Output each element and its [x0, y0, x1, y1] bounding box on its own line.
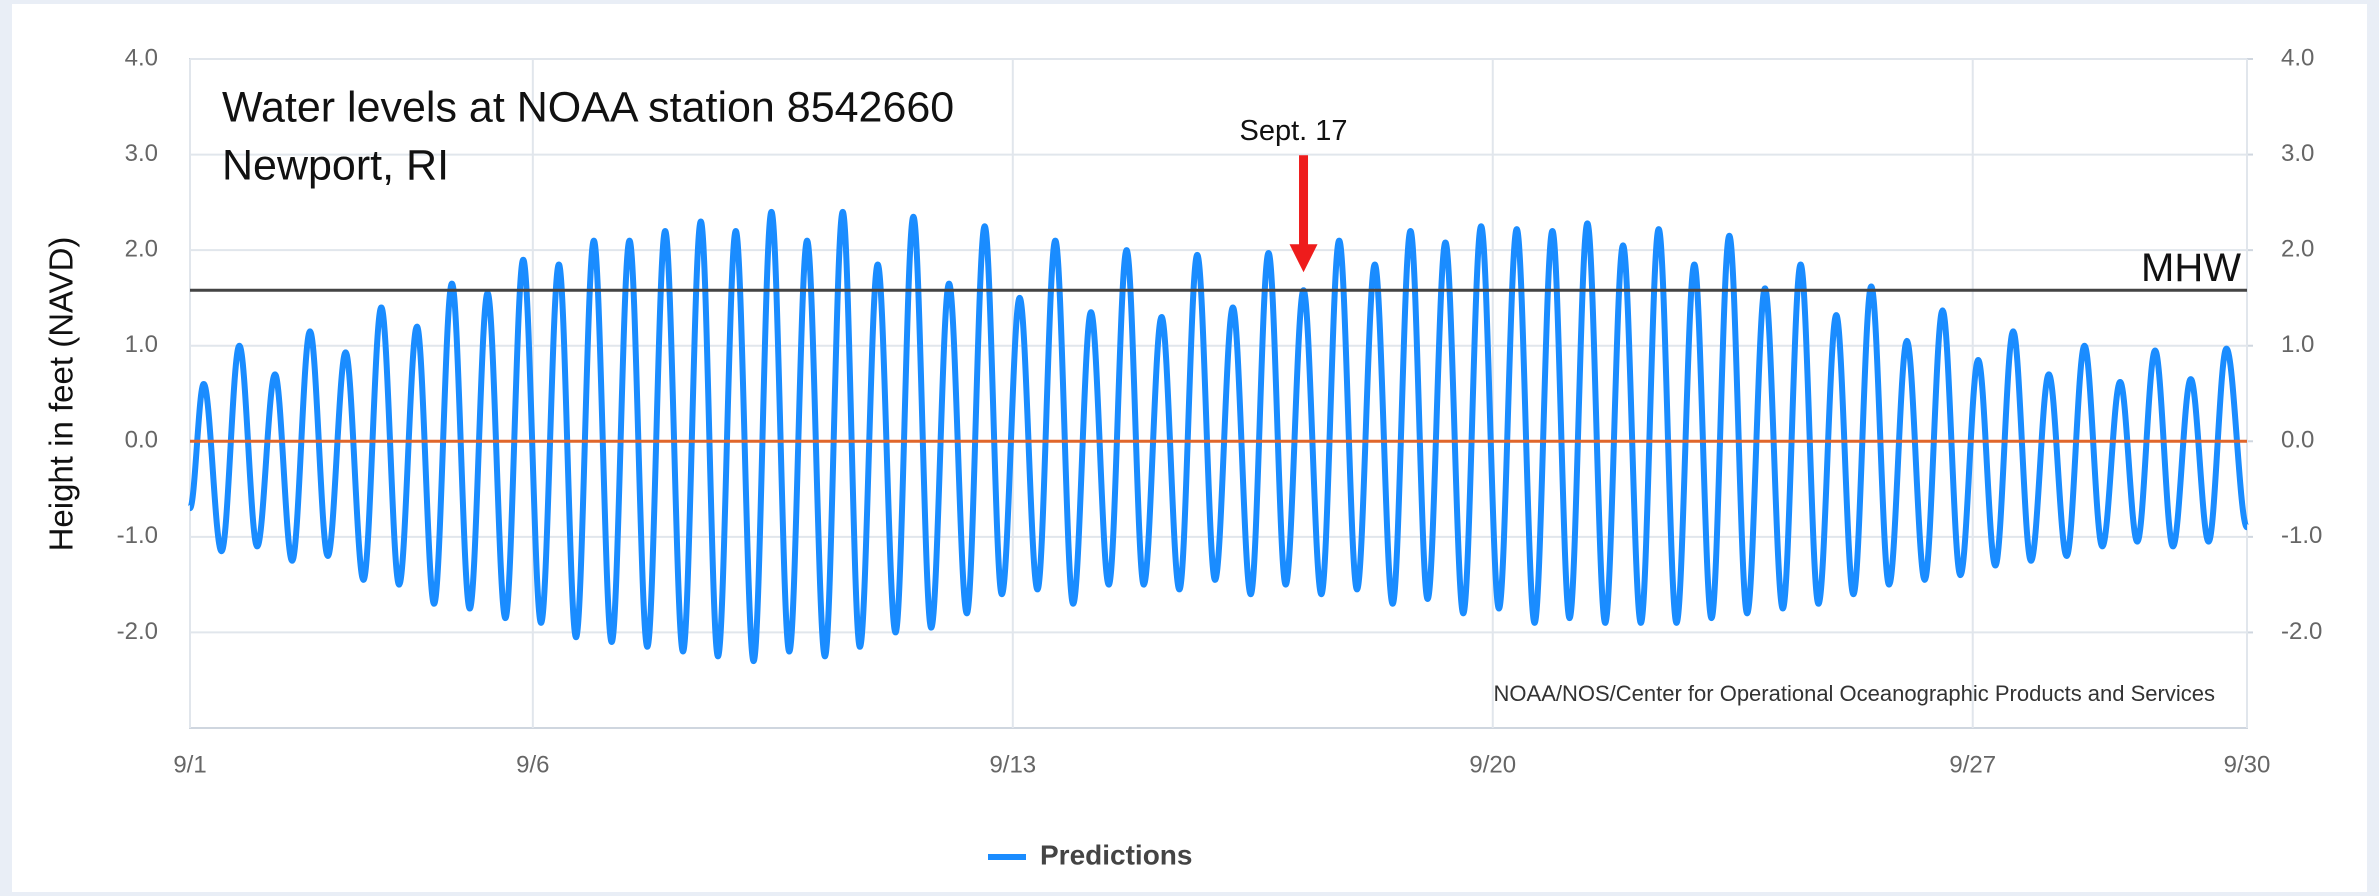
- legend-label: Predictions: [1040, 839, 1192, 870]
- x-tick-label: 9/30: [2224, 751, 2271, 778]
- credit: NOAA/NOS/Center for Operational Oceanogr…: [1494, 681, 2215, 706]
- chart-subtitle: Newport, RI: [222, 141, 449, 189]
- y-tick-label: -1.0: [117, 522, 158, 549]
- labels: Water levels at NOAA station 8542660 New…: [43, 44, 2323, 870]
- y-tick-label: -2.0: [117, 618, 158, 645]
- y2-tick-label: 2.0: [2281, 235, 2314, 262]
- chart-title: Water levels at NOAA station 8542660: [222, 83, 954, 131]
- x-tick-label: 9/6: [516, 751, 549, 778]
- x-tick-label: 9/20: [1469, 751, 1516, 778]
- data-line: [187, 208, 2250, 665]
- plot: [187, 155, 2250, 860]
- y2-tick-label: 1.0: [2281, 331, 2314, 358]
- y-tick-label: 4.0: [125, 44, 158, 71]
- y2-tick-label: 0.0: [2281, 427, 2314, 454]
- y-tick-label: 0.0: [125, 427, 158, 454]
- y-axis-label: Height in feet (NAVD): [43, 237, 80, 552]
- y-tick-label: 1.0: [125, 331, 158, 358]
- annotation-label: Sept. 17: [1240, 115, 1348, 147]
- y-tick-label: 3.0: [125, 140, 158, 167]
- x-tick-label: 9/13: [989, 751, 1036, 778]
- x-tick-label: 9/27: [1949, 751, 1996, 778]
- arrow-head: [1289, 244, 1318, 273]
- annotation-arrow: [1289, 155, 1318, 273]
- y2-tick-label: -2.0: [2281, 618, 2322, 645]
- y2-tick-label: -1.0: [2281, 522, 2322, 549]
- y2-tick-label: 3.0: [2281, 140, 2314, 167]
- y-tick-label: 2.0: [125, 235, 158, 262]
- reference-label: MHW: [2141, 246, 2241, 290]
- x-tick-label: 9/1: [173, 751, 206, 778]
- y2-tick-label: 4.0: [2281, 44, 2314, 71]
